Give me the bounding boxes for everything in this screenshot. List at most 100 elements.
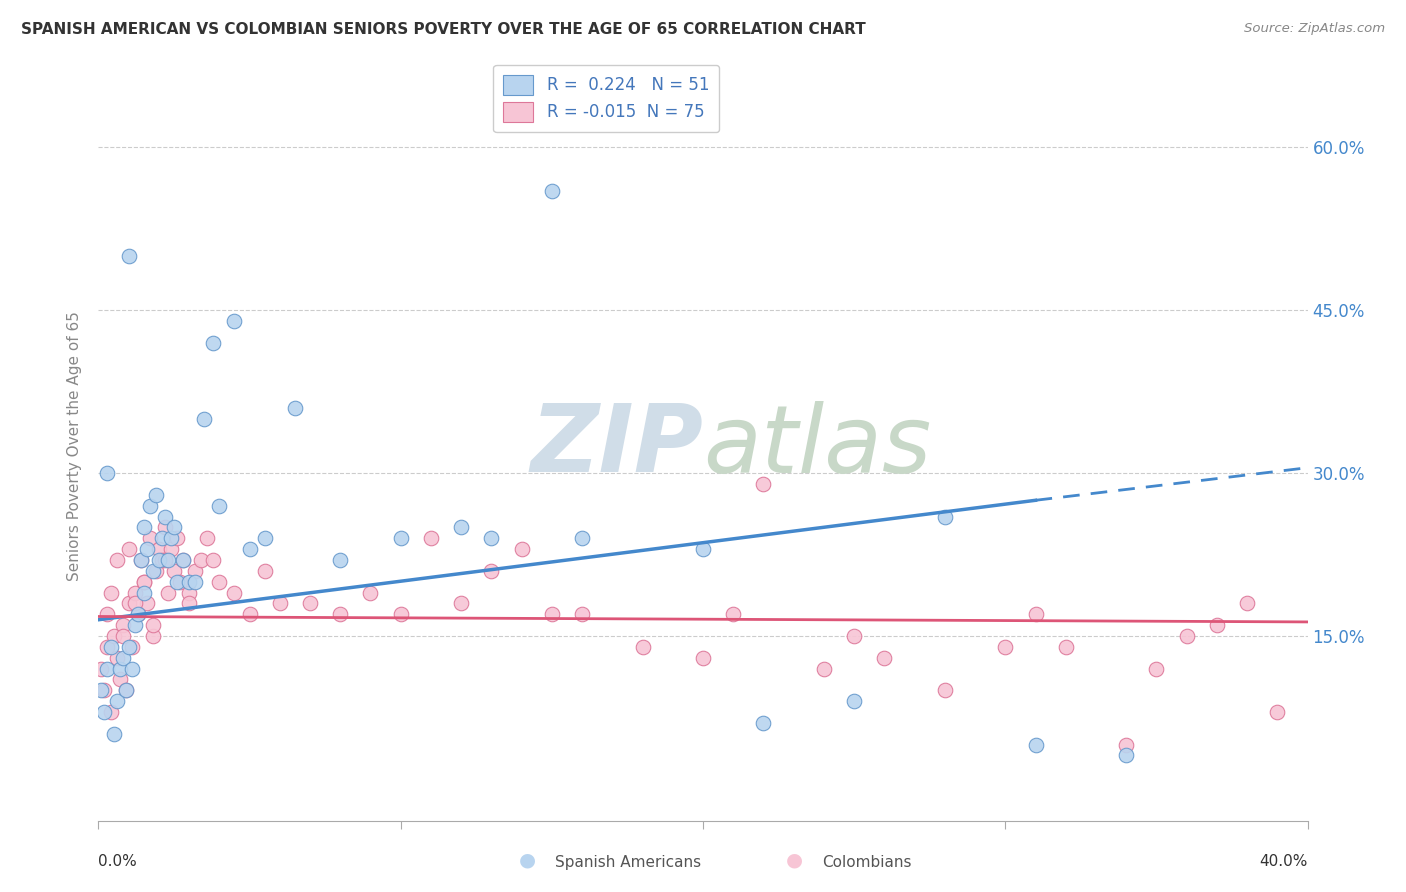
Point: [481, 564, 503, 578]
Point: [129, 553, 152, 567]
Legend: R =  0.224   N = 51, R = -0.015  N = 75: R = 0.224 N = 51, R = -0.015 N = 75: [494, 65, 720, 132]
Point: [108, 673, 131, 687]
Point: [96, 466, 118, 480]
Point: [239, 542, 262, 557]
Point: [160, 542, 183, 557]
Point: [934, 509, 956, 524]
Point: [105, 553, 128, 567]
Point: [153, 520, 176, 534]
Point: [139, 531, 162, 545]
Point: [103, 629, 125, 643]
Point: [202, 553, 225, 567]
Point: [239, 607, 262, 622]
Point: [111, 629, 134, 643]
Point: [105, 650, 128, 665]
Text: 40.0%: 40.0%: [1260, 855, 1308, 870]
Point: [169, 574, 191, 589]
Point: [153, 509, 176, 524]
Point: [253, 531, 276, 545]
Point: [873, 650, 896, 665]
Text: Source: ZipAtlas.com: Source: ZipAtlas.com: [1244, 22, 1385, 36]
Point: [1115, 738, 1137, 752]
Point: [145, 564, 167, 578]
Point: [127, 607, 149, 622]
Point: [1024, 607, 1046, 622]
Point: [450, 597, 472, 611]
Point: [132, 585, 155, 599]
Point: [93, 705, 115, 719]
Point: [153, 553, 176, 567]
Point: [631, 640, 654, 654]
Point: [420, 531, 443, 545]
Point: [329, 553, 352, 567]
Point: [208, 499, 231, 513]
Point: [114, 683, 136, 698]
Point: [184, 564, 207, 578]
Point: [163, 520, 186, 534]
Point: [118, 640, 141, 654]
Point: [195, 531, 218, 545]
Point: [96, 662, 118, 676]
Point: [156, 553, 179, 567]
Point: [150, 553, 173, 567]
Point: [481, 531, 503, 545]
Point: [723, 607, 745, 622]
Point: [571, 607, 593, 622]
Point: [179, 597, 201, 611]
Point: [510, 542, 533, 557]
Point: [752, 715, 775, 730]
Text: ●: ●: [786, 851, 803, 870]
Point: [148, 553, 170, 567]
Point: [105, 694, 128, 708]
Point: [121, 662, 143, 676]
Point: [1206, 618, 1229, 632]
Point: [224, 585, 246, 599]
Point: [179, 585, 201, 599]
Point: [118, 597, 141, 611]
Point: [540, 607, 562, 622]
Point: [179, 574, 201, 589]
Point: [139, 499, 162, 513]
Point: [208, 574, 231, 589]
Point: [142, 618, 165, 632]
Point: [450, 520, 472, 534]
Point: [96, 607, 118, 622]
Point: [1054, 640, 1077, 654]
Point: [121, 640, 143, 654]
Point: [166, 531, 188, 545]
Point: [193, 412, 215, 426]
Point: [540, 184, 562, 198]
Point: [844, 629, 866, 643]
Text: Colombians: Colombians: [823, 855, 912, 870]
Text: ZIP: ZIP: [530, 400, 703, 492]
Point: [389, 607, 412, 622]
Point: [1236, 597, 1258, 611]
Text: SPANISH AMERICAN VS COLOMBIAN SENIORS POVERTY OVER THE AGE OF 65 CORRELATION CHA: SPANISH AMERICAN VS COLOMBIAN SENIORS PO…: [21, 22, 866, 37]
Point: [135, 542, 157, 557]
Point: [284, 401, 307, 415]
Point: [692, 650, 714, 665]
Point: [145, 488, 167, 502]
Point: [202, 335, 225, 350]
Point: [100, 585, 122, 599]
Point: [108, 662, 131, 676]
Point: [844, 694, 866, 708]
Point: [142, 564, 165, 578]
Point: [172, 553, 194, 567]
Point: [752, 477, 775, 491]
Point: [163, 564, 186, 578]
Text: atlas: atlas: [703, 401, 931, 491]
Point: [329, 607, 352, 622]
Point: [118, 542, 141, 557]
Point: [129, 553, 152, 567]
Point: [166, 574, 188, 589]
Point: [96, 640, 118, 654]
Point: [118, 249, 141, 263]
Point: [994, 640, 1017, 654]
Point: [156, 585, 179, 599]
Point: [93, 683, 115, 698]
Point: [299, 597, 322, 611]
Text: Spanish Americans: Spanish Americans: [555, 855, 702, 870]
Point: [1115, 748, 1137, 763]
Point: [360, 585, 382, 599]
